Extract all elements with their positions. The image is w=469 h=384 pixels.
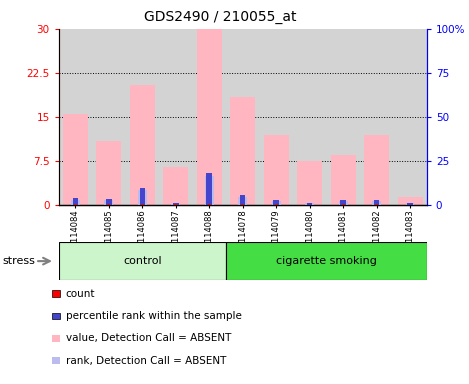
Bar — [106, 199, 112, 205]
Text: value, Detection Call = ABSENT: value, Detection Call = ABSENT — [66, 333, 231, 343]
Bar — [126, 29, 159, 205]
Bar — [171, 204, 180, 205]
Bar — [208, 204, 211, 205]
Bar — [326, 29, 360, 205]
Bar — [406, 204, 415, 205]
Bar — [272, 201, 280, 205]
Bar — [107, 204, 110, 205]
Bar — [226, 29, 259, 205]
Bar — [326, 29, 360, 205]
Text: GDS2490 / 210055_at: GDS2490 / 210055_at — [144, 10, 297, 23]
Bar — [59, 29, 92, 205]
Bar — [73, 199, 78, 205]
Bar — [238, 197, 247, 205]
Bar — [226, 29, 259, 205]
Bar — [393, 29, 427, 205]
Bar — [372, 201, 381, 205]
Bar — [340, 200, 346, 205]
Bar — [96, 141, 121, 205]
Bar — [264, 135, 289, 205]
Bar — [360, 29, 393, 205]
Text: cigarette smoking: cigarette smoking — [276, 256, 377, 266]
Bar — [205, 176, 214, 205]
Bar — [74, 204, 77, 205]
Bar — [59, 242, 226, 280]
Bar — [63, 114, 88, 205]
Bar — [307, 203, 312, 205]
Bar — [297, 161, 322, 205]
Bar — [173, 204, 179, 205]
Bar — [393, 29, 427, 205]
Bar — [398, 197, 423, 205]
Bar — [159, 29, 192, 205]
Bar — [59, 29, 92, 205]
Bar — [159, 29, 192, 205]
Bar — [275, 204, 278, 205]
Bar — [130, 85, 155, 205]
Bar — [105, 200, 113, 205]
Text: control: control — [123, 256, 162, 266]
Bar — [364, 135, 389, 205]
Bar — [92, 29, 126, 205]
Text: percentile rank within the sample: percentile rank within the sample — [66, 311, 242, 321]
Bar — [163, 167, 189, 205]
Bar — [206, 173, 212, 205]
Bar — [293, 29, 326, 205]
Text: rank, Detection Call = ABSENT: rank, Detection Call = ABSENT — [66, 356, 226, 366]
Bar — [339, 201, 348, 205]
Bar — [192, 29, 226, 205]
Bar — [305, 203, 314, 205]
Bar — [141, 204, 144, 205]
Bar — [341, 204, 345, 205]
Bar — [192, 29, 226, 205]
Bar — [273, 200, 279, 205]
Bar — [240, 195, 245, 205]
Bar — [226, 242, 427, 280]
Bar — [360, 29, 393, 205]
Bar — [241, 204, 244, 205]
Bar — [259, 29, 293, 205]
Bar — [71, 200, 80, 205]
Bar — [140, 188, 145, 205]
Bar — [92, 29, 126, 205]
Bar — [138, 190, 147, 205]
Bar — [126, 29, 159, 205]
Text: stress: stress — [2, 256, 35, 266]
Bar — [197, 29, 222, 205]
Bar — [259, 29, 293, 205]
Bar — [374, 200, 379, 205]
Bar — [230, 96, 255, 205]
Bar — [375, 204, 378, 205]
Bar — [407, 203, 413, 205]
Text: count: count — [66, 289, 95, 299]
Bar — [293, 29, 326, 205]
Bar — [331, 156, 356, 205]
Bar — [174, 204, 177, 205]
